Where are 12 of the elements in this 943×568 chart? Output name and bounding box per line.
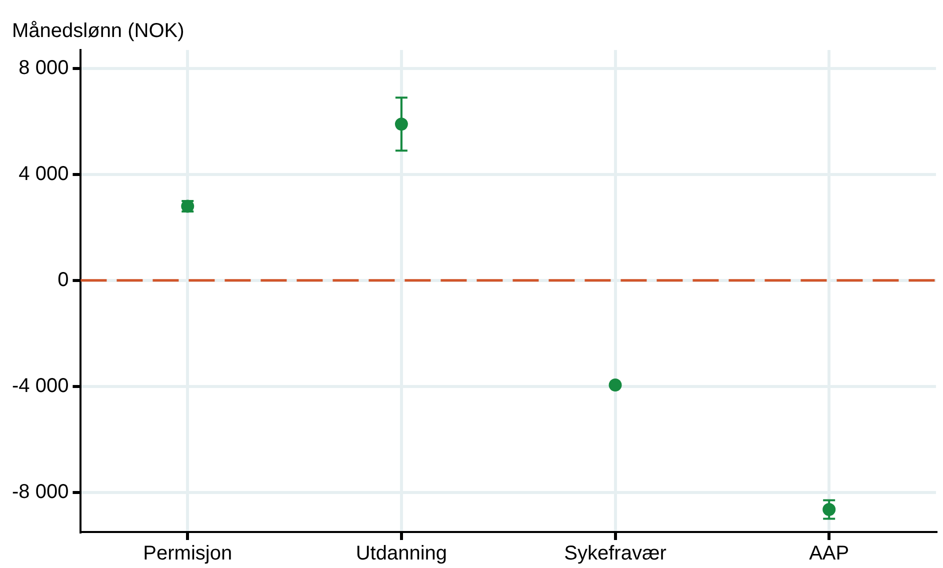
y-tick-label: -8 000: [12, 480, 69, 503]
y-tick-label: 8 000: [18, 57, 69, 80]
x-tick-label: AAP: [809, 542, 850, 565]
y-axis-title: Månedslønn (NOK): [12, 20, 184, 42]
y-tick-label: -4 000: [12, 374, 69, 397]
y-tick-label: 0: [58, 268, 69, 291]
x-tick-label: Utdanning: [356, 542, 448, 565]
point: [608, 378, 622, 392]
x-tick-label: Permisjon: [143, 542, 232, 565]
y-tick-label: 4 000: [18, 162, 69, 185]
x-tick-label: Sykefravær: [564, 542, 667, 565]
point: [394, 118, 408, 131]
